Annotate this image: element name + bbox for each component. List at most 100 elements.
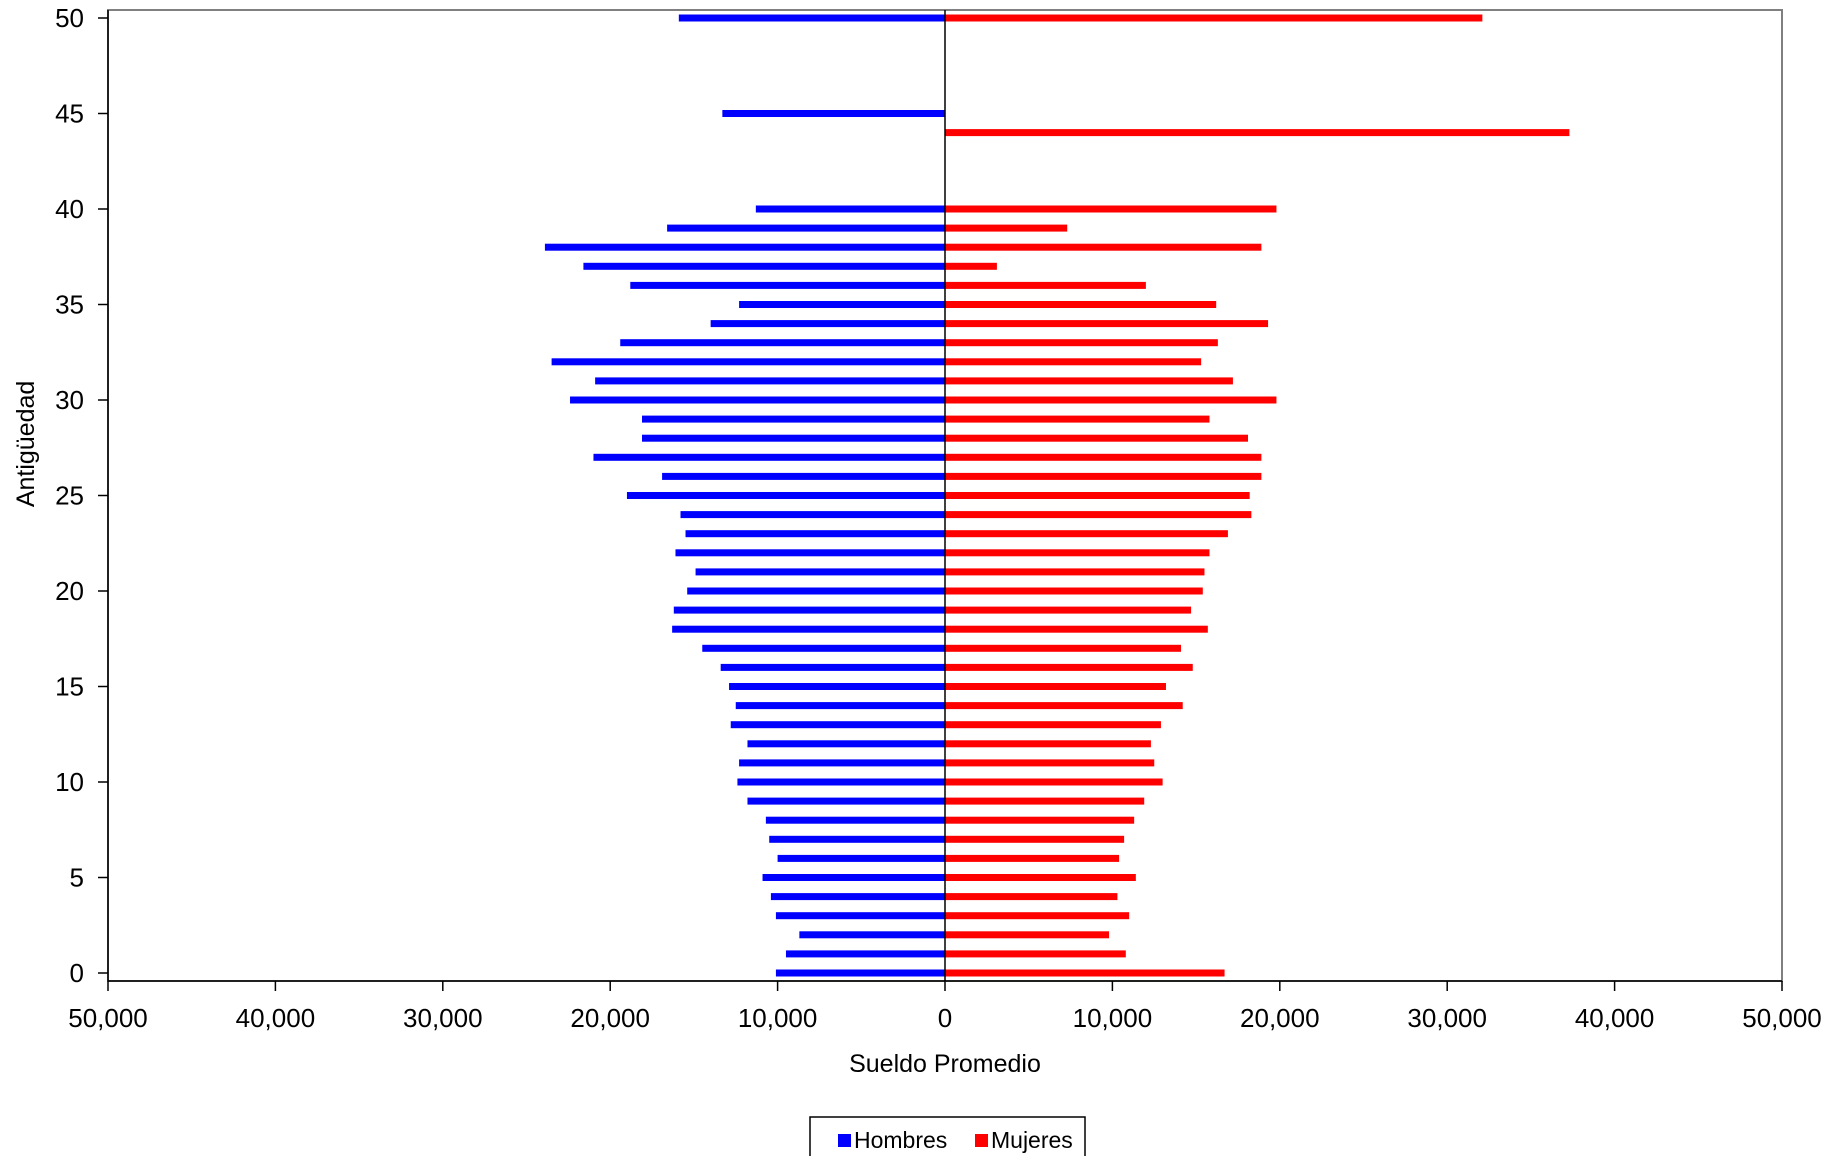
bar-mujeres-14 [945,702,1183,710]
bar-hombres-33 [620,339,945,347]
x-tick-label: 30,000 [1407,1003,1487,1033]
bar-hombres-6 [777,854,945,862]
bar-mujeres-1 [945,950,1126,958]
bar-hombres-40 [755,205,945,213]
x-tick-label: 50,000 [68,1003,148,1033]
bar-hombres-22 [675,549,945,557]
x-tick-label: 30,000 [403,1003,483,1033]
bar-hombres-25 [626,492,945,499]
bar-mujeres-33 [945,339,1218,347]
bar-mujeres-35 [945,301,1217,308]
bar-mujeres-32 [945,358,1202,366]
bar-hombres-37 [583,262,945,270]
bar-mujeres-27 [945,453,1262,461]
bar-mujeres-5 [945,874,1136,881]
bar-hombres-36 [630,281,945,289]
legend-swatch-mujeres [975,1134,988,1147]
bar-hombres-0 [775,969,945,977]
bar-mujeres-17 [945,644,1182,652]
bar-hombres-38 [544,243,945,251]
bar-mujeres-39 [945,224,1068,232]
x-axis-title: Sueldo Promedio [849,1050,1041,1078]
y-axis-ticks: 0 5 10 15 20 25 30 35 40 45 50 [55,3,108,988]
bar-hombres-27 [593,453,945,461]
y-tick-label: 40 [55,194,84,224]
bar-hombres-2 [799,931,945,939]
y-tick-label: 10 [55,767,84,797]
x-tick-label: 10,000 [738,1003,818,1033]
bar-mujeres-25 [945,492,1250,499]
bar-mujeres-16 [945,663,1193,671]
bar-hombres-31 [595,377,945,385]
bar-mujeres-13 [945,721,1161,729]
bar-hombres-8 [765,816,945,824]
bar-mujeres-30 [945,396,1277,404]
x-tick-label: 50,000 [1742,1003,1822,1033]
bar-hombres-14 [735,702,945,710]
bars-layer [544,14,1570,977]
y-tick-label: 20 [55,576,84,606]
bar-hombres-1 [785,950,945,958]
bar-hombres-28 [642,434,945,442]
bar-mujeres-7 [945,835,1125,843]
x-tick-label: 10,000 [1073,1003,1153,1033]
bar-mujeres-12 [945,740,1151,748]
bar-mujeres-24 [945,511,1252,519]
bar-hombres-3 [775,912,945,920]
bar-hombres-19 [673,606,945,614]
legend: Hombres Mujeres [809,1116,1086,1156]
bar-mujeres-0 [945,969,1225,977]
bar-mujeres-15 [945,683,1166,690]
bar-mujeres-23 [945,530,1228,538]
legend-box [809,1116,1086,1156]
legend-swatch-hombres [838,1134,851,1147]
bar-hombres-35 [739,301,945,308]
bar-mujeres-8 [945,816,1135,824]
bar-mujeres-26 [945,472,1262,480]
x-tick-label: 20,000 [570,1003,650,1033]
bar-mujeres-37 [945,262,997,270]
bar-mujeres-11 [945,759,1155,767]
bar-mujeres-38 [945,243,1262,251]
bar-hombres-29 [642,415,945,423]
bar-hombres-5 [762,874,945,881]
bar-hombres-9 [747,797,945,805]
y-tick-label: 5 [70,863,84,893]
bar-mujeres-4 [945,893,1118,901]
bar-mujeres-3 [945,912,1130,920]
legend-label-mujeres: Mujeres [991,1127,1073,1153]
bar-mujeres-40 [945,205,1277,213]
bar-hombres-17 [702,644,945,652]
bar-mujeres-28 [945,434,1248,442]
bar-hombres-32 [551,358,945,366]
y-axis-title: Antigüedad [12,381,40,508]
bar-mujeres-31 [945,377,1233,385]
y-tick-label: 35 [55,290,84,320]
bar-mujeres-36 [945,281,1146,289]
y-tick-label: 30 [55,385,84,415]
bar-hombres-4 [770,893,945,901]
bar-mujeres-50 [945,14,1483,22]
bar-hombres-18 [672,625,945,633]
y-tick-label: 15 [55,672,84,702]
bar-mujeres-21 [945,568,1205,576]
y-tick-label: 45 [55,99,84,129]
bar-mujeres-9 [945,797,1145,805]
bar-hombres-24 [680,511,945,519]
bar-mujeres-29 [945,415,1210,423]
y-tick-label: 0 [70,958,84,988]
bar-mujeres-6 [945,854,1120,862]
bar-mujeres-20 [945,587,1203,595]
bar-mujeres-22 [945,549,1210,557]
bar-hombres-34 [710,320,945,328]
bar-hombres-21 [695,568,945,576]
x-tick-label: 40,000 [1575,1003,1655,1033]
bar-hombres-12 [747,740,945,748]
y-tick-label: 25 [55,481,84,511]
bar-hombres-7 [769,835,945,843]
bar-mujeres-19 [945,606,1192,614]
y-tick-label: 50 [55,3,84,33]
bar-hombres-10 [737,778,945,786]
bar-hombres-16 [720,663,945,671]
